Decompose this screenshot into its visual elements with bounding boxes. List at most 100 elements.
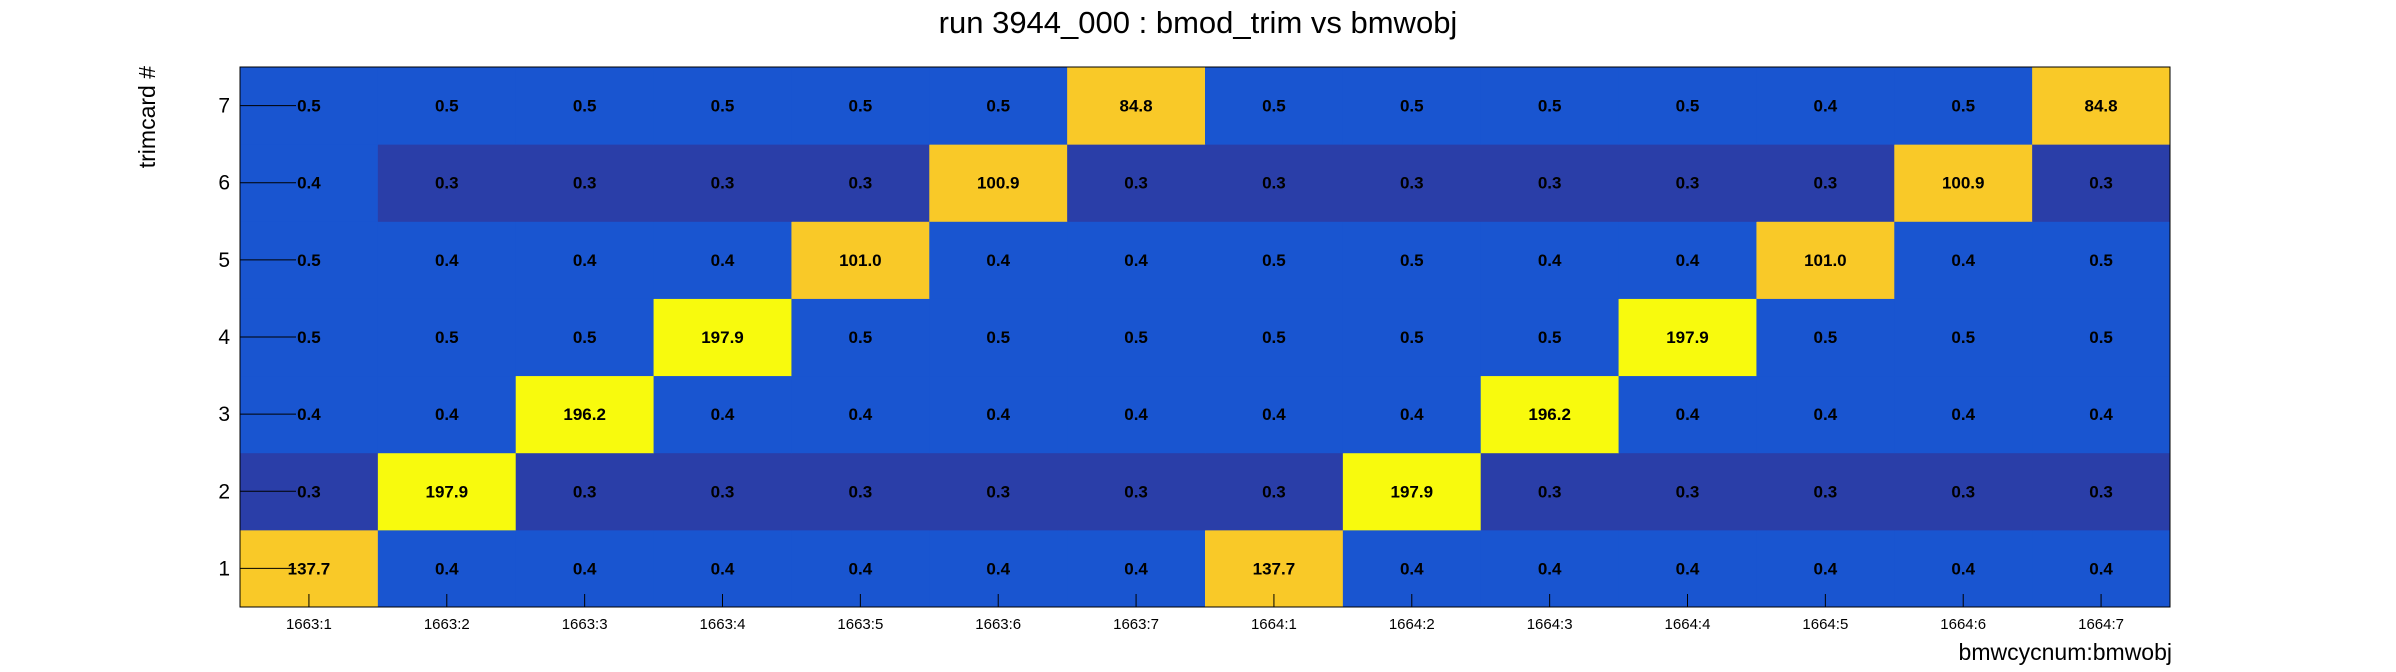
cell-value-label: 0.5: [1262, 328, 1286, 347]
cell-value-label: 0.5: [2089, 251, 2113, 270]
cell-value-label: 0.4: [2089, 559, 2113, 578]
x-tick-label: 1663:7: [1113, 616, 1159, 633]
heatmap-cell: [515, 452, 655, 531]
cell-value-label: 196.2: [1528, 405, 1571, 424]
heatmap-cell: [1067, 221, 1206, 299]
cell-value-label: 0.4: [1814, 97, 1838, 116]
heatmap-cell: [653, 452, 792, 531]
heatmap-cell: [515, 375, 655, 454]
cell-value-label: 0.5: [849, 328, 873, 347]
cell-value-label: 0.3: [1262, 174, 1286, 193]
x-axis: 1663:1 1663:2 1663:3 1663:4 1663:5 1663:6 1663…: [286, 594, 2124, 633]
cell-value-label: 0.4: [1951, 251, 1975, 270]
cell-value-label: 0.5: [849, 97, 873, 116]
cell-value-label: 0.4: [1262, 405, 1286, 424]
heatmap-cell: [1894, 221, 2033, 299]
heatmap-cell: [1480, 67, 1620, 145]
heatmap-cell: [1342, 144, 1482, 222]
heatmap-cell: [377, 375, 517, 454]
cell-value-label: 84.8: [1120, 97, 1153, 116]
heatmap-cell: [1756, 452, 1895, 531]
cell-value-label: 0.4: [986, 405, 1010, 424]
cell-value-label: 0.3: [1124, 174, 1148, 193]
heatmap-cell: [929, 221, 1068, 299]
heatmap-cells: 137.7 0.4 0.4 0.4 0.4 0.4 0.4 137.7 0.4 0.4 0.4 0.4…: [240, 67, 2171, 608]
x-tick-label: 1664:5: [1802, 616, 1848, 633]
heatmap-cell: [929, 298, 1068, 377]
cell-value-label: 0.5: [1951, 328, 1975, 347]
x-tick-label: 1663:4: [700, 616, 746, 633]
cell-value-label: 0.5: [711, 97, 735, 116]
cell-value-label: 0.3: [1400, 174, 1424, 193]
cell-value-label: 0.5: [1400, 251, 1424, 270]
cell-value-label: 0.3: [1951, 482, 1975, 501]
x-tick-label: 1664:6: [1940, 616, 1986, 633]
cell-value-label: 137.7: [1253, 559, 1296, 578]
heatmap-cell: [1205, 452, 1344, 531]
cell-value-label: 0.5: [573, 97, 597, 116]
cell-value-label: 101.0: [1804, 251, 1847, 270]
cell-value-label: 0.4: [573, 559, 597, 578]
cell-value-label: 100.9: [1942, 174, 1985, 193]
cell-value-label: 0.4: [986, 559, 1010, 578]
x-tick-label: 1664:1: [1251, 616, 1297, 633]
cell-value-label: 0.3: [711, 174, 735, 193]
cell-value-label: 0.3: [435, 174, 459, 193]
cell-value-label: 0.5: [1676, 97, 1700, 116]
heatmap-cell: [2032, 452, 2171, 531]
heatmap-cell: [1618, 452, 1757, 531]
heatmap-cell: [1205, 298, 1344, 377]
cell-value-label: 0.3: [1676, 174, 1700, 193]
y-tick-label: 2: [218, 480, 230, 503]
cell-value-label: 0.3: [849, 174, 873, 193]
heatmap-cell: [1205, 375, 1344, 454]
x-axis-label: bmwcycnum:bmwobj: [1959, 639, 2172, 665]
cell-value-label: 0.4: [1951, 405, 1975, 424]
cell-value-label: 0.4: [1400, 405, 1424, 424]
cell-value-label: 0.3: [986, 482, 1010, 501]
cell-value-label: 0.5: [297, 97, 321, 116]
heatmap-cell: [1756, 375, 1895, 454]
heatmap-cell: [1480, 452, 1620, 531]
cell-value-label: 0.4: [986, 251, 1010, 270]
cell-value-label: 0.5: [1400, 328, 1424, 347]
cell-value-label: 0.5: [1538, 328, 1562, 347]
heatmap-cell: [1480, 375, 1620, 454]
cell-value-label: 0.4: [1538, 251, 1562, 270]
heatmap-cell: [1618, 375, 1757, 454]
heatmap-cell: [1618, 144, 1757, 222]
cell-value-label: 0.5: [435, 97, 459, 116]
heatmap-cell: [1480, 221, 1620, 299]
cell-value-label: 0.4: [1124, 405, 1148, 424]
y-axis-label: trimcard #: [134, 66, 160, 168]
heatmap-cell: [515, 144, 655, 222]
x-tick-label: 1663:6: [975, 616, 1021, 633]
cell-value-label: 0.4: [1676, 559, 1700, 578]
cell-value-label: 0.4: [1124, 251, 1148, 270]
cell-value-label: 0.5: [1814, 328, 1838, 347]
cell-value-label: 0.4: [2089, 405, 2113, 424]
heatmap-cell: [653, 221, 792, 299]
cell-value-label: 0.4: [1124, 559, 1148, 578]
heatmap-cell: [1067, 298, 1206, 377]
cell-value-label: 0.5: [1538, 97, 1562, 116]
heatmap-cell: [1618, 67, 1757, 145]
cell-value-label: 0.3: [297, 482, 321, 501]
cell-value-label: 0.4: [435, 405, 459, 424]
heatmap-cell: [1756, 221, 1895, 299]
heatmap-cell: [791, 452, 930, 531]
y-tick-label: 4: [218, 326, 230, 349]
cell-value-label: 0.4: [711, 405, 735, 424]
cell-value-label: 0.5: [297, 251, 321, 270]
x-tick-label: 1664:3: [1527, 616, 1573, 633]
cell-value-label: 0.4: [297, 174, 321, 193]
cell-value-label: 0.4: [1400, 559, 1424, 578]
x-tick-label: 1663:2: [424, 616, 470, 633]
cell-value-label: 0.5: [986, 97, 1010, 116]
heatmap-cell: [377, 144, 517, 222]
heatmap-cell: [1894, 144, 2033, 222]
heatmap-cell: [653, 375, 792, 454]
heatmap-cell: [1618, 221, 1757, 299]
heatmap-cell: [1480, 144, 1620, 222]
cell-value-label: 0.3: [2089, 174, 2113, 193]
